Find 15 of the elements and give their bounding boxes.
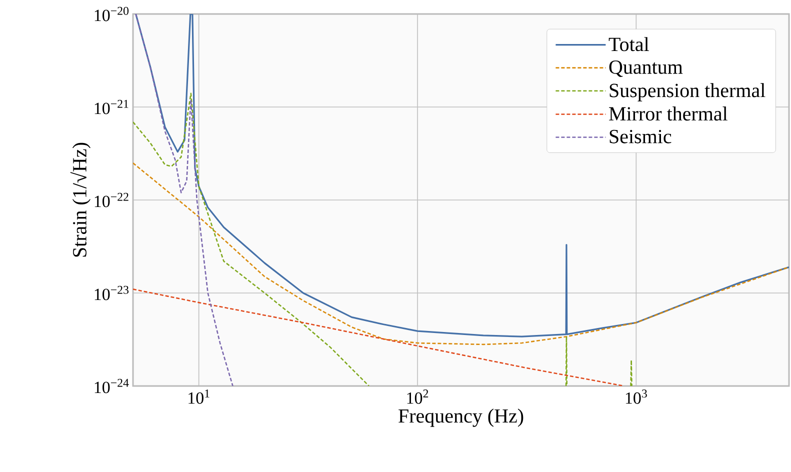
- y-tick-label: 10$^{−22}$: [94, 192, 128, 208]
- y-tick-label: 10$^{−24}$: [94, 378, 129, 394]
- x-tick-label: 10$^{3}$: [626, 390, 647, 404]
- x-axis-title: Frequency (Hz): [398, 408, 524, 427]
- y-tick-label: 10$^{−20}$: [94, 6, 129, 22]
- x-tick-label: 10$^{2}$: [407, 390, 428, 404]
- y-tick-label: 10$^{−21}$: [94, 100, 128, 114]
- legend-label: Suspension thermal: [610, 83, 766, 102]
- legend-label: Quantum: [609, 60, 683, 77]
- y-axis-title: Strain (1/√Hz): [70, 142, 91, 257]
- y-tick-label: 10$^{−23}$: [94, 286, 129, 300]
- legend-label: Mirror thermal: [609, 106, 728, 121]
- legend-label: Total: [608, 37, 649, 52]
- x-tick-label: 10$^{1}$: [188, 390, 210, 404]
- legend-label: Seismic: [610, 130, 672, 144]
